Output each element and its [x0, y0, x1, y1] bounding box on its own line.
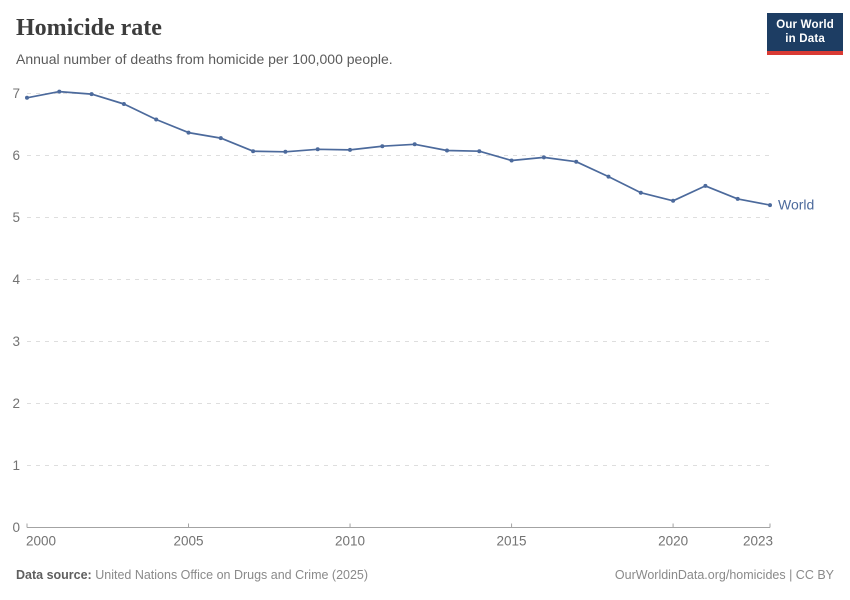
data-source-value[interactable]: United Nations Office on Drugs and Crime… [95, 568, 369, 582]
x-axis-tick-label: 2015 [497, 534, 527, 549]
chart-subtitle: Annual number of deaths from homicide pe… [16, 50, 393, 67]
series-line-world[interactable] [26, 90, 771, 206]
data-point[interactable] [186, 130, 191, 135]
data-point[interactable] [671, 198, 676, 203]
page-title: Homicide rate [16, 15, 162, 41]
owid-logo[interactable]: Our World in Data [767, 13, 843, 55]
data-point[interactable] [574, 159, 579, 164]
data-source-label: Data source: [16, 568, 92, 582]
x-axis-tick-label: 2000 [26, 534, 56, 549]
y-axis-tick-label: 6 [12, 148, 20, 163]
owid-logo-line2: in Data [785, 33, 825, 46]
x-axis-tick-label: 2023 [743, 534, 773, 549]
data-point[interactable] [477, 149, 482, 154]
data-source-note: Data source: United Nations Office on Dr… [16, 568, 368, 600]
y-axis-tick-label: 7 [12, 86, 20, 101]
y-axis-tick-label: 4 [12, 272, 20, 287]
data-point[interactable] [25, 95, 29, 100]
data-point[interactable] [251, 149, 256, 154]
data-point[interactable] [89, 92, 94, 97]
y-axis-tick-label: 2 [12, 396, 20, 411]
data-point[interactable] [445, 148, 449, 153]
data-point[interactable] [412, 142, 417, 147]
data-point[interactable] [509, 158, 514, 163]
series-label-world[interactable]: World [778, 197, 814, 213]
y-axis-tick-label: 0 [12, 520, 20, 535]
y-axis-tick-label: 5 [12, 210, 20, 225]
chart-footer: Data source: United Nations Office on Dr… [0, 556, 850, 600]
x-axis-tick-label: 2020 [658, 534, 688, 549]
data-point[interactable] [638, 190, 643, 195]
data-point[interactable] [283, 149, 288, 154]
line-chart-plot-area[interactable]: 0 1 2 3 4 5 6 7 2000 2005 2010 2015 2020 2023 World [0, 80, 850, 556]
data-point[interactable] [315, 147, 320, 152]
owid-logo-line1: Our World [776, 19, 834, 31]
data-point[interactable] [768, 203, 772, 208]
x-axis-tick-label: 2005 [173, 534, 203, 549]
data-point[interactable] [380, 144, 385, 149]
chart-header: Homicide rate Annual number of deaths fr… [0, 0, 850, 68]
data-point[interactable] [735, 196, 740, 201]
data-point[interactable] [348, 147, 352, 152]
data-point[interactable] [606, 174, 611, 179]
data-point[interactable] [703, 183, 708, 188]
data-point[interactable] [57, 89, 62, 94]
x-axis-tick-label: 2010 [335, 534, 365, 549]
y-axis-tick-label: 3 [12, 334, 20, 349]
license-link[interactable]: OurWorldinData.org/homicides | CC BY [614, 568, 834, 582]
data-point[interactable] [218, 136, 223, 141]
data-point[interactable] [154, 117, 159, 122]
data-point[interactable] [121, 102, 126, 106]
y-axis-tick-label: 1 [12, 458, 20, 473]
data-point[interactable] [541, 155, 546, 160]
